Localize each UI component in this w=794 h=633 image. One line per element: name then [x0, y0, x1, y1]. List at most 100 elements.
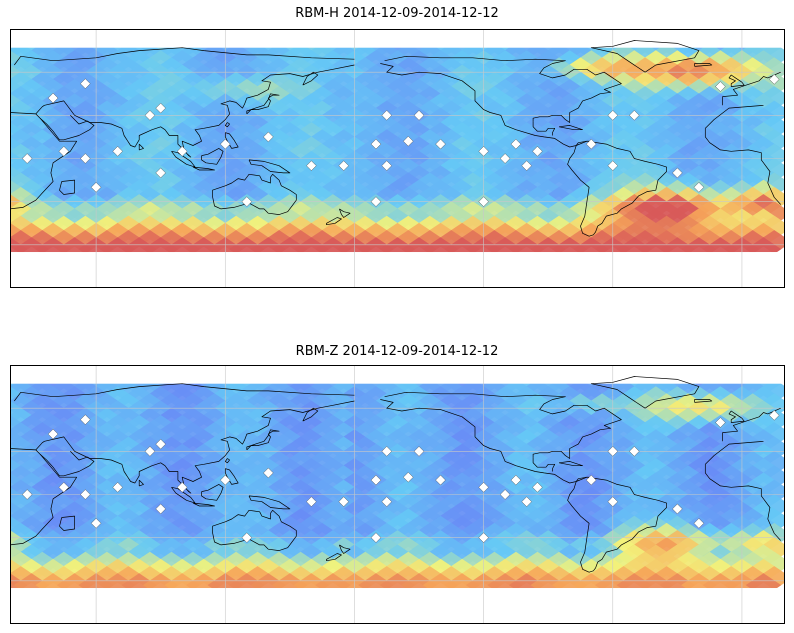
- rbm-h-frame: [10, 29, 785, 288]
- rbm-z-station-marker: [241, 532, 253, 543]
- rbm-h-station-marker: [80, 153, 91, 164]
- rbm-z-coast-australia: [212, 509, 297, 551]
- rbm-h-top-mask: [10, 29, 785, 48]
- rbm-z-coast-mexico_gulf: [532, 457, 556, 472]
- rbm-z-station-marker: [370, 532, 382, 543]
- rbm-h-station-marker: [413, 110, 425, 121]
- rbm-h-station-marker: [403, 136, 414, 147]
- rbm-z-station-marker: [381, 496, 392, 507]
- rbm-h-coast-kamchatka: [302, 71, 319, 86]
- rbm-z-coast-philippines: [224, 468, 239, 485]
- rbm-z-station-marker: [220, 474, 231, 486]
- rbm-z-station-marker: [521, 496, 532, 507]
- rbm-h-station-marker: [338, 160, 349, 171]
- rbm-z-station-marker: [80, 489, 91, 500]
- rbm-h-station-marker: [263, 131, 274, 143]
- rbm-h-station-marker: [155, 167, 166, 179]
- rbm-h-station-marker: [435, 138, 446, 150]
- rbm-z-coast-java: [192, 502, 215, 507]
- rbm-h-field: [10, 35, 785, 262]
- rbm-h-coast-namerica: [380, 63, 590, 148]
- rbm-h-coast-japan: [246, 93, 280, 115]
- rbm-z-map: [10, 365, 785, 624]
- map-title-rbm-h: RBM-H 2014-12-09-2014-12-12: [295, 6, 499, 21]
- rbm-h-coast-srilanka: [138, 143, 144, 151]
- rbm-z-station-marker: [510, 474, 522, 486]
- rbm-h-station-marker: [586, 138, 597, 150]
- map-title-rbm-z: RBM-Z 2014-12-09-2014-12-12: [295, 344, 499, 359]
- rbm-z-coast-japan: [246, 429, 280, 451]
- rbm-z-station-marker: [693, 518, 705, 529]
- rbm-h-station-marker: [370, 196, 382, 207]
- rbm-h-station-marker: [370, 138, 382, 150]
- rbm-z-coast-cuba: [558, 461, 583, 467]
- rbm-h-station-marker: [607, 160, 619, 171]
- rbm-h-station-marker: [607, 110, 619, 121]
- rbm-h-coast-newguinea: [248, 159, 291, 174]
- rbm-z-coast-europe: [14, 383, 781, 442]
- rbm-h-station-marker: [220, 138, 231, 150]
- rbm-z-station-marker: [435, 474, 446, 486]
- rbm-z-station-marker: [403, 472, 414, 483]
- rbm-z-station-marker: [176, 482, 188, 493]
- rbm-z-station-marker: [155, 503, 166, 515]
- rbm-h-station-marker: [90, 182, 102, 193]
- rbm-z-coast-iceland: [694, 399, 713, 403]
- rbm-h-stations: [21, 74, 780, 207]
- rbm-z-station-marker: [370, 474, 382, 486]
- rbm-z-station-marker: [58, 482, 70, 493]
- rbm-h-station-marker: [478, 196, 489, 207]
- rbm-z-coast-srilanka: [138, 479, 144, 487]
- rbm-z-station-marker: [112, 482, 123, 493]
- rbm-z-station-marker: [338, 496, 349, 507]
- rbm-z-coast-samerica: [567, 476, 667, 573]
- rbm-h-coast-nz_n: [339, 208, 351, 218]
- rbm-h-station-marker: [499, 153, 511, 164]
- rbm-h-coast-arabia: [39, 115, 95, 141]
- rbm-h-coastlines: [10, 40, 781, 237]
- rbm-h-station-marker: [629, 110, 640, 121]
- rbm-z-station-marker: [144, 446, 156, 457]
- rbm-z-coast-newguinea: [248, 495, 291, 510]
- rbm-z-station-marker: [80, 414, 91, 425]
- rbm-h-station-marker: [21, 153, 33, 164]
- rbm-z-coast-taiwan: [224, 458, 230, 464]
- rbm-z-station-marker: [769, 410, 780, 421]
- rbm-h-map: [10, 29, 785, 288]
- rbm-h-station-marker: [381, 110, 392, 121]
- rbm-h-coast-madagascar: [59, 179, 75, 195]
- rbm-h-coast-java: [192, 166, 215, 171]
- rbm-z-station-marker: [155, 438, 166, 450]
- rbm-z-coast-britain: [728, 410, 745, 423]
- rbm-h-station-marker: [693, 182, 705, 193]
- rbm-h-station-marker: [155, 102, 166, 114]
- rbm-h-station-marker: [112, 146, 123, 157]
- rbm-h-station-marker: [510, 138, 522, 150]
- rbm-h-station-marker: [176, 146, 188, 157]
- rbm-h-coast-australia: [212, 173, 297, 215]
- rbm-z-station-marker: [47, 428, 59, 440]
- rbm-h-station-marker: [381, 160, 392, 171]
- rbm-z-station-marker: [478, 482, 489, 493]
- rbm-h-station-marker: [715, 81, 726, 92]
- rbm-h-coast-philippines: [224, 132, 239, 149]
- rbm-z-station-marker: [478, 532, 489, 543]
- rbm-h-station-marker: [58, 146, 70, 157]
- rbm-z-station-marker: [672, 503, 683, 515]
- rbm-h-station-marker: [241, 196, 253, 207]
- rbm-h-coast-africa: [10, 104, 781, 210]
- rbm-z-station-marker: [586, 474, 597, 486]
- rbm-z-coast-asia_south: [35, 400, 355, 494]
- rbm-h-coast-mexico_gulf: [532, 121, 556, 136]
- rbm-z-station-marker: [715, 417, 726, 428]
- rbm-z-station-marker: [381, 446, 392, 457]
- rbm-h-coast-samerica: [567, 140, 667, 237]
- rbm-h-station-marker: [521, 160, 532, 171]
- rbm-z-station-marker: [263, 467, 274, 479]
- rbm-h-station-marker: [478, 146, 489, 157]
- rbm-h-coast-greenland: [590, 40, 700, 73]
- rbm-z-top-mask: [10, 365, 785, 384]
- rbm-h-gridlines: [10, 29, 785, 288]
- rbm-h-station-marker: [306, 160, 317, 171]
- rbm-h-coast-europe: [14, 47, 781, 106]
